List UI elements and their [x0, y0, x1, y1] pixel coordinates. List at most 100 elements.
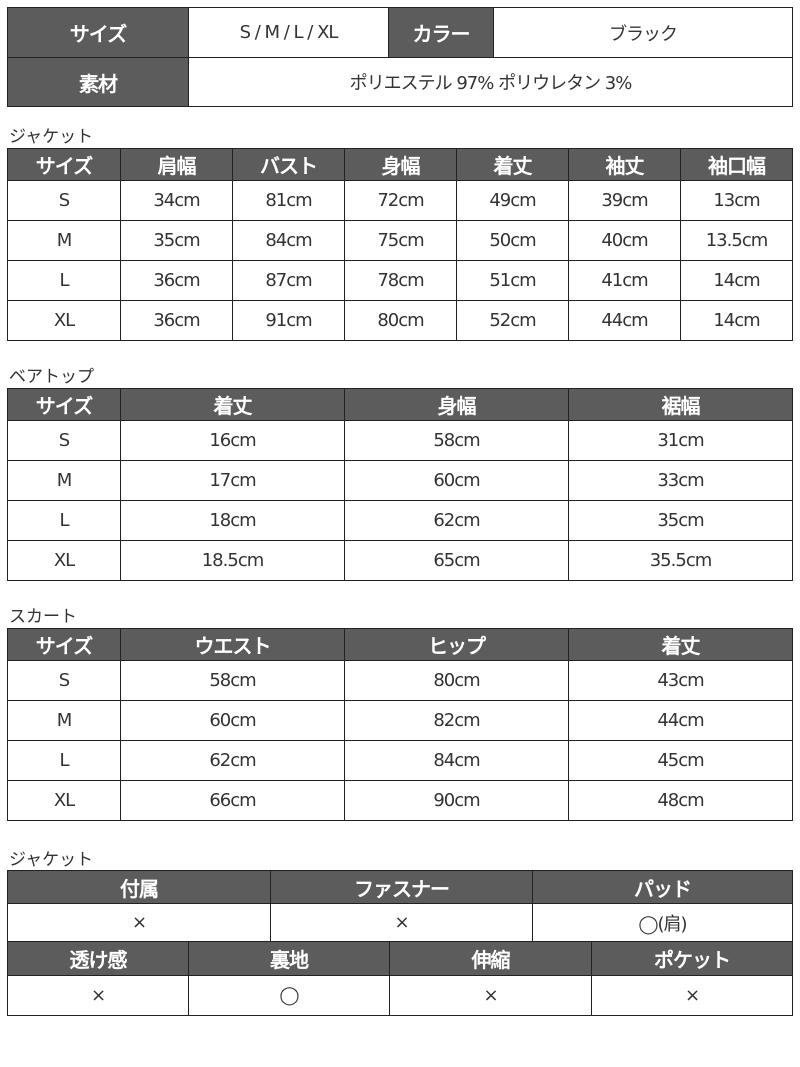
- size-cell: S: [7, 420, 121, 461]
- skirt-title: スカート: [9, 607, 77, 627]
- measurement-cell: 87cm: [232, 260, 345, 301]
- table-row: XL 36cm 91cm 80cm 52cm 44cm 14cm: [7, 300, 793, 341]
- measurement-cell: 80cm: [344, 300, 457, 341]
- measurement-cell: 14cm: [680, 300, 793, 341]
- measurement-cell: 35.5cm: [568, 540, 793, 581]
- measurement-cell: 17cm: [120, 460, 345, 501]
- measurement-cell: 36cm: [120, 260, 233, 301]
- table-row: L 18cm 62cm 35cm: [7, 500, 793, 541]
- feature-value: ◯(肩): [532, 903, 793, 942]
- table-row: L 36cm 87cm 78cm 51cm 41cm 14cm: [7, 260, 793, 301]
- measurement-cell: 81cm: [232, 180, 345, 221]
- measurement-cell: 80cm: [344, 660, 569, 701]
- jacket-features-title: ジャケット: [9, 850, 94, 870]
- size-cell: M: [7, 220, 121, 261]
- measurement-cell: 75cm: [344, 220, 457, 261]
- table-row: S 16cm 58cm 31cm: [7, 420, 793, 461]
- column-header: サイズ: [7, 388, 121, 421]
- feature-value: ×: [591, 975, 793, 1016]
- measurement-cell: 18cm: [120, 500, 345, 541]
- measurement-cell: 62cm: [344, 500, 569, 541]
- table-row: L 62cm 84cm 45cm: [7, 740, 793, 781]
- measurement-cell: 65cm: [344, 540, 569, 581]
- column-header: サイズ: [7, 148, 121, 181]
- measurement-cell: 60cm: [344, 460, 569, 501]
- table-row: XL 18.5cm 65cm 35.5cm: [7, 540, 793, 581]
- measurement-cell: 34cm: [120, 180, 233, 221]
- measurement-cell: 43cm: [568, 660, 793, 701]
- measurement-cell: 35cm: [120, 220, 233, 261]
- measurement-cell: 31cm: [568, 420, 793, 461]
- feature-value: ×: [7, 975, 189, 1016]
- table-row: XL 66cm 90cm 48cm: [7, 780, 793, 821]
- feature-header: 透け感: [7, 941, 189, 976]
- column-header: ウエスト: [120, 628, 345, 661]
- feature-header: 裏地: [188, 941, 390, 976]
- size-cell: L: [7, 260, 121, 301]
- feature-header: パッド: [532, 870, 793, 904]
- measurement-cell: 50cm: [456, 220, 569, 261]
- measurement-cell: 51cm: [456, 260, 569, 301]
- feature-value: ×: [270, 903, 533, 942]
- measurement-cell: 44cm: [568, 300, 681, 341]
- size-cell: S: [7, 660, 121, 701]
- measurement-cell: 58cm: [120, 660, 345, 701]
- measurement-cell: 82cm: [344, 700, 569, 741]
- feature-value: ×: [389, 975, 592, 1016]
- size-cell: XL: [7, 300, 121, 341]
- measurement-cell: 16cm: [120, 420, 345, 461]
- measurement-cell: 13.5cm: [680, 220, 793, 261]
- size-cell: XL: [7, 780, 121, 821]
- measurement-cell: 60cm: [120, 700, 345, 741]
- measurement-cell: 13cm: [680, 180, 793, 221]
- summary-table: サイズ S / M / L / XL カラー ブラック 素材 ポリエステル 97…: [7, 7, 793, 107]
- measurement-cell: 36cm: [120, 300, 233, 341]
- measurement-cell: 18.5cm: [120, 540, 345, 581]
- table-row: M 35cm 84cm 75cm 50cm 40cm 13.5cm: [7, 220, 793, 261]
- feature-header: ポケット: [591, 941, 793, 976]
- size-cell: M: [7, 460, 121, 501]
- column-header: 身幅: [344, 148, 457, 181]
- skirt-size-table: サイズ ウエスト ヒップ 着丈 S 58cm 80cm 43cm M 60cm 82cm 44cm L 6…: [7, 628, 793, 821]
- color-label: カラー: [388, 7, 494, 58]
- size-cell: M: [7, 700, 121, 741]
- measurement-cell: 44cm: [568, 700, 793, 741]
- size-cell: L: [7, 740, 121, 781]
- measurement-cell: 52cm: [456, 300, 569, 341]
- measurement-cell: 72cm: [344, 180, 457, 221]
- size-cell: L: [7, 500, 121, 541]
- size-cell: S: [7, 180, 121, 221]
- jacket-title: ジャケット: [9, 127, 94, 147]
- bare-top-size-table: サイズ 着丈 身幅 裾幅 S 16cm 58cm 31cm M 17cm 60cm 33cm L 18cm…: [7, 388, 793, 581]
- column-header: 裾幅: [568, 388, 793, 421]
- column-header: バスト: [232, 148, 345, 181]
- measurement-cell: 49cm: [456, 180, 569, 221]
- column-header: 着丈: [120, 388, 345, 421]
- measurement-cell: 35cm: [568, 500, 793, 541]
- measurement-cell: 78cm: [344, 260, 457, 301]
- size-label: サイズ: [7, 7, 189, 58]
- measurement-cell: 40cm: [568, 220, 681, 261]
- column-header: サイズ: [7, 628, 121, 661]
- column-header: 袖口幅: [680, 148, 793, 181]
- material-value: ポリエステル 97% ポリウレタン 3%: [188, 57, 793, 107]
- column-header: 身幅: [344, 388, 569, 421]
- measurement-cell: 66cm: [120, 780, 345, 821]
- feature-header: 付属: [7, 870, 271, 904]
- measurement-cell: 41cm: [568, 260, 681, 301]
- measurement-cell: 58cm: [344, 420, 569, 461]
- measurement-cell: 33cm: [568, 460, 793, 501]
- feature-value: ×: [7, 903, 271, 942]
- measurement-cell: 91cm: [232, 300, 345, 341]
- jacket-features-table-1: 付属 ファスナー パッド × × ◯(肩): [7, 870, 793, 942]
- bare-top-title: ベアトップ: [9, 367, 94, 387]
- measurement-cell: 39cm: [568, 180, 681, 221]
- jacket-size-table: サイズ 肩幅 バスト 身幅 着丈 袖丈 袖口幅 S 34cm 81cm 72cm 49cm 39cm 13…: [7, 148, 793, 341]
- column-header: 着丈: [456, 148, 569, 181]
- measurement-cell: 48cm: [568, 780, 793, 821]
- table-row: S 34cm 81cm 72cm 49cm 39cm 13cm: [7, 180, 793, 221]
- size-value: S / M / L / XL: [188, 7, 389, 58]
- material-label: 素材: [7, 57, 189, 107]
- measurement-cell: 45cm: [568, 740, 793, 781]
- measurement-cell: 84cm: [232, 220, 345, 261]
